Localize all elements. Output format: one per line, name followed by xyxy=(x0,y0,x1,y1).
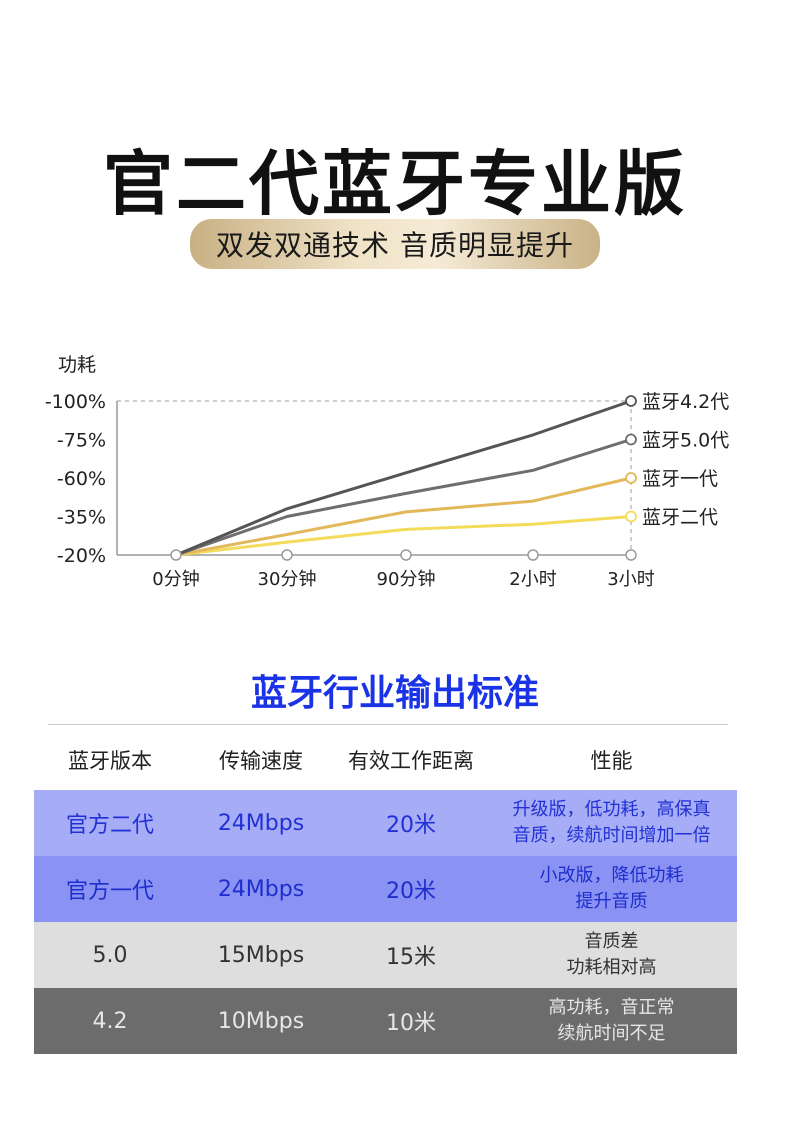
speed-cell: 24Mbps xyxy=(217,810,305,836)
x-tick-label: 3小时 xyxy=(607,569,654,590)
performance-line: 小改版，降低功耗 xyxy=(539,865,684,886)
table-header: 蓝牙版本 传输速度 有效工作距离 性能 xyxy=(34,730,737,790)
series-label: 蓝牙二代 xyxy=(642,507,718,529)
page-title: 官二代蓝牙专业版 xyxy=(103,143,687,225)
header-version: 蓝牙版本 xyxy=(68,749,152,773)
x-tick-label: 90分钟 xyxy=(377,569,436,590)
y-tick-label: -35% xyxy=(57,507,106,529)
series-label: 蓝牙一代 xyxy=(642,468,718,490)
performance-line: 续航时间不足 xyxy=(557,1023,666,1044)
performance-line: 高功耗，音正常 xyxy=(548,997,675,1018)
performance-cell: 小改版，降低功耗 提升音质 xyxy=(486,863,737,915)
subtitle-badge: 双发双通技术 音质明显提升 xyxy=(190,219,600,269)
origin-marker xyxy=(170,549,182,561)
version-cell: 官方一代 xyxy=(65,879,154,904)
performance-line: 音质差 xyxy=(584,931,639,952)
section-divider xyxy=(48,724,728,725)
distance-cell: 20米 xyxy=(386,879,436,904)
x-axis-marker xyxy=(400,549,412,561)
x-axis-marker xyxy=(527,549,539,561)
section-title: 蓝牙行业输出标准 xyxy=(250,673,539,714)
comparison-table: 蓝牙版本 传输速度 有效工作距离 性能 官方二代 24Mbps 20米 升级版，… xyxy=(34,730,737,1054)
series-line xyxy=(175,399,632,557)
x-tick-label: 30分钟 xyxy=(258,569,317,590)
series-end-marker xyxy=(625,395,637,407)
speed-cell: 24Mbps xyxy=(217,876,305,902)
performance-line: 功耗相对高 xyxy=(566,957,657,978)
table-row: 官方一代 24Mbps 20米 小改版，降低功耗 提升音质 xyxy=(34,856,737,922)
series-label: 蓝牙4.2代 xyxy=(642,391,729,413)
series-line xyxy=(175,515,632,557)
table-row: 5.0 15Mbps 15米 音质差 功耗相对高 xyxy=(34,922,737,988)
y-tick-label: -100% xyxy=(45,391,106,413)
performance-line: 音质，续航时间增加一倍 xyxy=(512,825,711,846)
version-cell: 4.2 xyxy=(92,1008,128,1034)
performance-line: 升级版，低功耗，高保真 xyxy=(512,799,711,820)
header-distance: 有效工作距离 xyxy=(348,749,474,773)
x-tick-label: 2小时 xyxy=(509,569,556,590)
series-line xyxy=(175,476,632,557)
y-tick-label: -60% xyxy=(57,468,106,490)
power-consumption-chart: 功耗 -100% -75% -60% -35% -20% 0分钟 30分钟 90分钟 2小时 3小时… xyxy=(45,354,729,590)
distance-cell: 10米 xyxy=(386,1011,436,1036)
header-speed: 传输速度 xyxy=(219,749,303,773)
header-performance: 性能 xyxy=(590,749,633,773)
speed-cell: 10Mbps xyxy=(217,1008,305,1034)
table-row: 4.2 10Mbps 10米 高功耗，音正常 续航时间不足 xyxy=(34,988,737,1054)
x-axis-marker xyxy=(281,549,293,561)
performance-cell: 音质差 功耗相对高 xyxy=(486,929,737,981)
distance-cell: 20米 xyxy=(386,813,436,838)
y-axis-label: 功耗 xyxy=(58,354,96,376)
x-tick-label: 0分钟 xyxy=(152,569,199,590)
series-end-marker xyxy=(625,510,637,523)
version-cell: 5.0 xyxy=(92,942,128,968)
speed-cell: 15Mbps xyxy=(217,942,305,968)
version-cell: 官方二代 xyxy=(65,813,154,838)
series-label: 蓝牙5.0代 xyxy=(642,430,729,452)
performance-cell: 升级版，低功耗，高保真 音质，续航时间增加一倍 xyxy=(486,797,737,849)
y-tick-label: -20% xyxy=(57,545,106,567)
x-axis-marker xyxy=(625,549,637,561)
series-end-marker xyxy=(625,472,637,484)
series-line xyxy=(175,438,632,557)
series-end-marker xyxy=(625,433,637,446)
performance-line: 提升音质 xyxy=(575,891,648,912)
performance-cell: 高功耗，音正常 续航时间不足 xyxy=(486,995,737,1047)
y-tick-label: -75% xyxy=(57,430,106,452)
distance-cell: 15米 xyxy=(386,945,436,970)
table-row: 官方二代 24Mbps 20米 升级版，低功耗，高保真 音质，续航时间增加一倍 xyxy=(34,790,737,856)
